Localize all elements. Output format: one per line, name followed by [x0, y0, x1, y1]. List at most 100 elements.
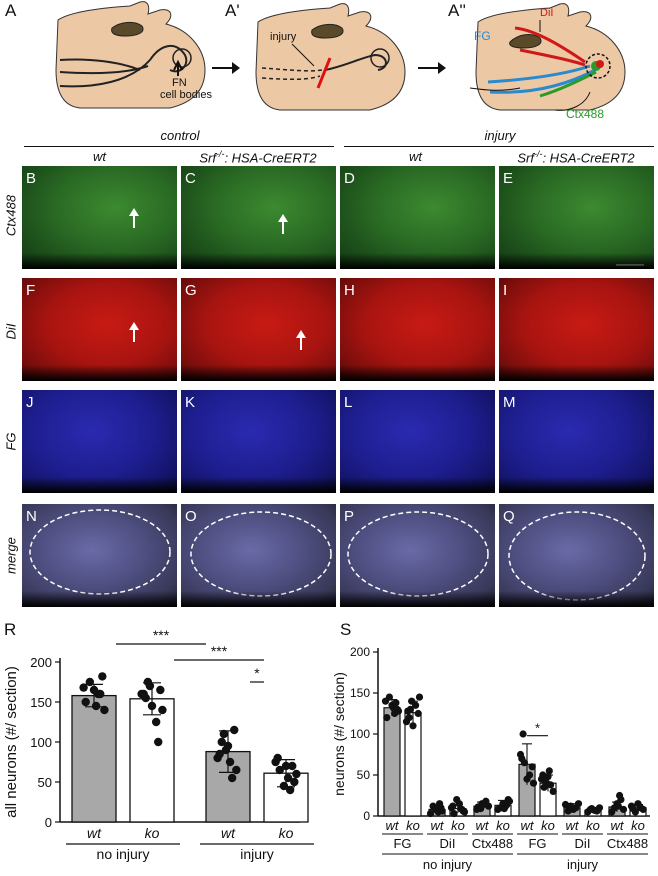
data-point	[453, 796, 461, 804]
control-header-rule	[24, 146, 334, 147]
bar	[383, 707, 401, 817]
x-category-label: wt	[566, 818, 580, 833]
tissue-edge	[181, 591, 336, 607]
row-label-ctx488: Ctx488	[3, 194, 19, 237]
injury-header: injury	[484, 128, 516, 143]
mouse-head-A	[55, 1, 206, 109]
y-tick-label: 200	[350, 645, 370, 659]
tissue-edge	[181, 477, 336, 493]
micrograph-B: B	[22, 166, 177, 269]
arrow-icon	[129, 208, 139, 228]
panel-letter-J: J	[26, 394, 34, 411]
data-point	[617, 796, 625, 804]
subgroup-label: DiI	[440, 836, 456, 851]
micrograph-G: G	[181, 278, 336, 381]
y-tick-label: 0	[363, 809, 370, 823]
panel-letter-O: O	[185, 508, 197, 525]
schematic-ctx-label: Ctx488	[566, 107, 604, 120]
data-point	[219, 729, 229, 739]
data-point	[588, 805, 596, 813]
subgroup-label: FG	[393, 836, 411, 851]
data-point	[608, 808, 616, 816]
data-point	[79, 683, 88, 692]
panel-letter-B: B	[26, 170, 37, 187]
significance-label: ***	[153, 630, 170, 643]
col-header-srf-injury: Srf-/-: HSA-CreERT2	[494, 149, 658, 165]
data-point	[404, 707, 412, 715]
data-point	[518, 755, 526, 763]
data-point	[383, 714, 391, 722]
data-point	[614, 802, 622, 810]
tissue-edge	[340, 591, 495, 607]
row-label-merge: merge	[3, 537, 19, 574]
tissue-edge	[22, 591, 177, 607]
y-axis-label: all neurons (#/ section)	[3, 666, 20, 818]
col2-pre: Srf	[199, 150, 216, 166]
schematic-fg-label: FG	[474, 29, 491, 43]
data-point	[147, 701, 157, 711]
group-label: no injury	[423, 857, 473, 872]
schematic-fn-label: FN	[172, 77, 187, 89]
data-point	[529, 779, 538, 787]
data-point	[415, 693, 424, 701]
data-point	[215, 749, 224, 759]
data-point	[223, 741, 233, 751]
data-point	[494, 805, 502, 814]
data-point	[389, 704, 397, 712]
micrograph-O: O	[181, 504, 336, 607]
x-category-label: ko	[541, 818, 555, 833]
x-category-label: wt	[221, 825, 236, 841]
data-point	[409, 722, 417, 730]
schematic-injury-label: injury	[270, 31, 297, 43]
mouse-head-A-prime	[255, 3, 406, 111]
arrow-icon	[278, 214, 288, 234]
col-header-wt-injury: wt	[409, 149, 422, 164]
data-point	[279, 781, 289, 791]
data-point	[385, 693, 393, 701]
data-point	[564, 807, 572, 815]
tissue-edge	[22, 253, 177, 269]
data-point	[394, 707, 403, 715]
data-point	[528, 763, 536, 771]
data-point	[426, 809, 435, 818]
tissue-edge	[22, 477, 177, 493]
y-tick-label: 50	[38, 775, 52, 790]
data-point	[561, 800, 570, 809]
x-category-label: wt	[476, 818, 490, 833]
x-category-label: ko	[631, 818, 645, 833]
data-point	[227, 773, 237, 783]
significance-label: *	[254, 665, 260, 681]
panel-letter-G: G	[185, 282, 197, 299]
subgroup-label: DiI	[575, 836, 591, 851]
micrograph-D: D	[340, 166, 495, 269]
col2-post: : HSA-CreERT2	[224, 150, 317, 166]
panel-label-A-double-prime: A''	[448, 1, 466, 20]
row-label-dil: DiI	[3, 323, 19, 340]
significance-label: *	[535, 721, 540, 736]
panel-letter-C: C	[185, 170, 196, 187]
row-label-fg: FG	[3, 432, 19, 451]
x-category-label: wt	[521, 818, 535, 833]
bar	[129, 698, 175, 823]
group-label: injury	[240, 846, 273, 862]
data-point	[547, 781, 555, 789]
data-point	[619, 805, 628, 814]
y-tick-label: 100	[30, 735, 52, 750]
data-point	[629, 805, 637, 813]
group-label: injury	[567, 857, 599, 872]
panel-letter-L: L	[344, 394, 353, 411]
tissue-edge	[340, 365, 495, 381]
data-point	[156, 685, 165, 695]
data-point	[545, 767, 553, 775]
x-category-label: wt	[431, 818, 445, 833]
panel-label-S: S	[340, 620, 352, 639]
y-tick-label: 0	[45, 815, 52, 830]
data-point	[523, 775, 531, 783]
injury-header-rule	[344, 146, 654, 147]
tissue-edge	[499, 253, 654, 269]
data-point	[217, 737, 226, 747]
arrow-icon	[296, 330, 306, 350]
data-point	[450, 809, 458, 818]
x-category-label: ko	[451, 818, 465, 833]
